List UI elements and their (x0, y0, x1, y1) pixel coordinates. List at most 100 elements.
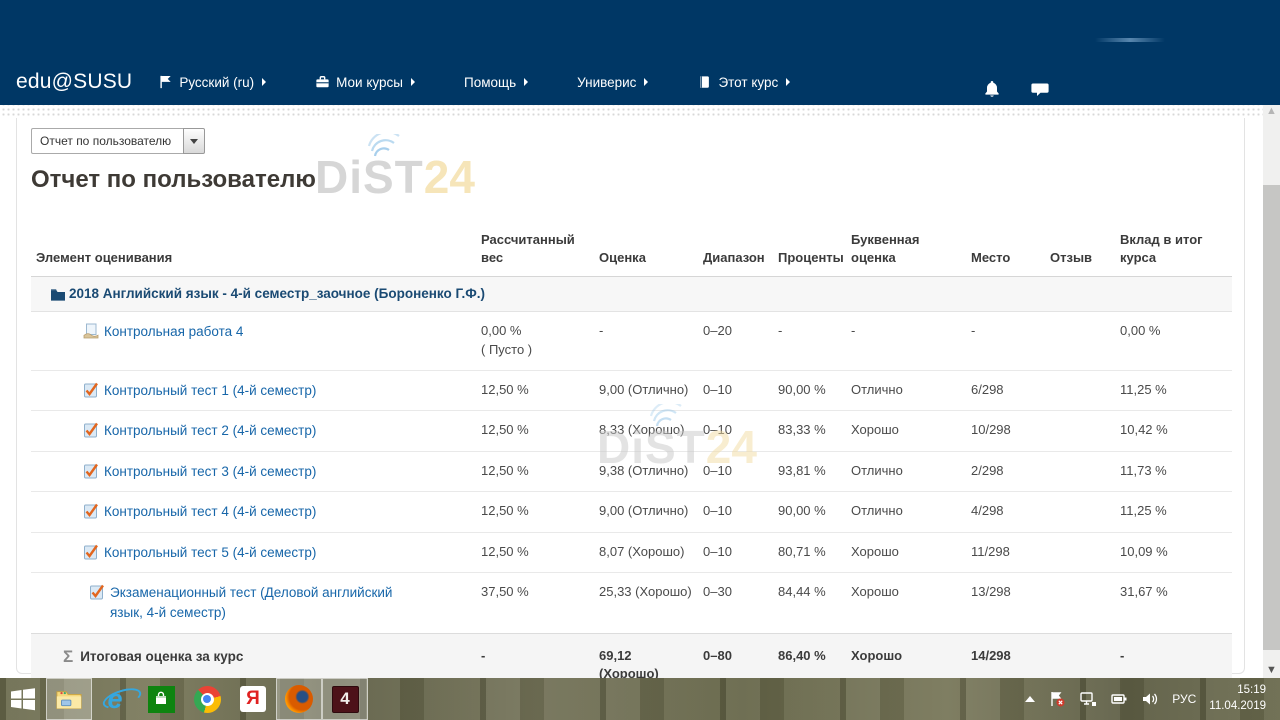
messages-icon[interactable] (1030, 79, 1050, 99)
table-row: Контрольный тест 5 (4-й семестр) 12,50 %… (31, 531, 1232, 573)
item-link[interactable]: Контрольный тест 2 (4-й семестр) (104, 423, 317, 439)
nav-my-courses[interactable]: Мои курсы (315, 69, 415, 96)
col-item: Элемент оценивания (31, 225, 481, 278)
wifi-arcs-icon (367, 134, 400, 157)
item-link[interactable]: Контрольная работа 4 (104, 323, 244, 339)
scroll-up-icon[interactable]: ▲ (1266, 105, 1277, 117)
nav-language[interactable]: Русский (ru) (158, 69, 267, 96)
quiz-icon (83, 463, 99, 479)
notifications-bell-icon[interactable] (982, 79, 1002, 99)
col-grade: Оценка (599, 225, 703, 278)
yandex-icon: Я (240, 686, 266, 712)
col-contribution: Вклад в итог курса (1120, 225, 1232, 278)
windows-taskbar: e Я 4 (0, 678, 1280, 720)
caret-icon (410, 78, 415, 86)
store-icon (147, 685, 175, 713)
category-link[interactable]: 2018 Английский язык - 4-й семестр_заочн… (69, 286, 485, 302)
nav-this-course[interactable]: Этот курс (697, 69, 791, 96)
item-link[interactable]: Контрольный тест 4 (4-й семестр) (104, 504, 317, 520)
item-link[interactable]: Контрольный тест 3 (4-й семестр) (104, 463, 317, 479)
caret-icon (262, 78, 267, 86)
yandex-browser-button[interactable]: Я (230, 678, 276, 720)
chrome-button[interactable] (184, 678, 230, 720)
tray-expand-icon[interactable] (1025, 696, 1036, 702)
feedback-cell (1050, 410, 1120, 452)
windows-logo-icon (9, 685, 37, 713)
quiz-icon (83, 422, 99, 438)
book-icon (697, 75, 712, 89)
file-explorer-button[interactable] (46, 678, 92, 720)
sigma-icon: Σ (63, 646, 74, 666)
scroll-down-icon[interactable]: ▼ (1266, 664, 1277, 676)
col-letter: Буквенная оценка (851, 225, 971, 278)
vertical-scrollbar[interactable]: ▲ ▼ (1263, 105, 1280, 678)
col-weight: Рассчитанный вес (481, 225, 599, 278)
feedback-cell (1050, 369, 1120, 411)
start-button[interactable] (0, 678, 46, 720)
feedback-cell (1050, 491, 1120, 533)
quiz-icon (83, 503, 99, 519)
quiz-icon (83, 544, 99, 560)
col-range: Диапазон (703, 225, 778, 278)
site-logo[interactable]: edu@SUSU (16, 70, 133, 93)
table-row: Контрольный тест 3 (4-й семестр) 12,50 %… (31, 450, 1232, 492)
grade-report-table: Элемент оценивания Рассчитанный вес Оцен… (31, 225, 1232, 707)
table-row: Контрольный тест 4 (4-й семестр) 12,50 %… (31, 491, 1232, 533)
col-rank: Место (971, 225, 1050, 278)
quiz-icon (83, 382, 99, 398)
nav-help[interactable]: Помощь (464, 69, 529, 96)
content-card: Отчет по пользователю Отчет по пользоват… (16, 118, 1245, 707)
firefox-icon (285, 685, 313, 713)
battery-icon[interactable] (1110, 690, 1128, 708)
chrome-icon (193, 685, 221, 713)
table-row: Контрольный тест 1 (4-й семестр) 12,50 %… (31, 369, 1232, 411)
briefcase-icon (315, 75, 330, 89)
network-icon[interactable] (1079, 690, 1097, 708)
internet-explorer-icon: e (107, 683, 123, 714)
tray-date: 11.04.2019 (1209, 700, 1266, 712)
speaker-icon[interactable] (1141, 690, 1159, 708)
folder-icon (50, 287, 66, 303)
caret-icon (786, 78, 791, 86)
fourgame-icon: 4 (331, 685, 359, 713)
feedback-cell (1050, 531, 1120, 573)
internet-explorer-button[interactable]: e (92, 678, 138, 720)
feedback-cell (1050, 572, 1120, 634)
report-select-value: Отчет по пользователю (31, 128, 183, 154)
dist24-watermark: DiST 24 (315, 134, 475, 204)
system-tray: РУС 15:19 11.04.2019 (1025, 678, 1280, 720)
nav-univeris[interactable]: Универис (577, 69, 649, 96)
col-feedback: Отзыв (1050, 225, 1120, 278)
table-row: Контрольный тест 2 (4-й семестр) 12,50 %… (31, 410, 1232, 452)
flag-icon (158, 75, 173, 89)
windows-store-button[interactable] (138, 678, 184, 720)
feedback-cell (1050, 310, 1120, 371)
page-texture-strip (0, 105, 1263, 118)
tray-time: 15:19 (1237, 684, 1266, 697)
caret-icon (524, 78, 529, 86)
scrollbar-thumb[interactable] (1263, 185, 1280, 650)
site-header: edu@SUSU Русский (ru) Мои курсы Помощь (0, 0, 1280, 105)
item-link[interactable]: Контрольный тест 1 (4-й семестр) (104, 382, 317, 398)
language-indicator[interactable]: РУС (1172, 692, 1197, 706)
folder-explorer-icon (55, 685, 83, 713)
chevron-down-icon[interactable] (183, 128, 205, 154)
main-nav: Русский (ru) Мои курсы Помощь Универис (158, 69, 839, 96)
col-percent: Проценты (778, 225, 851, 278)
fourgame-button[interactable]: 4 (322, 678, 368, 720)
table-row: Экзаменационный тест (Деловой английский… (31, 572, 1232, 634)
table-header-row: Элемент оценивания Рассчитанный вес Оцен… (31, 225, 1232, 278)
header-glint (1095, 38, 1165, 42)
clock[interactable]: 15:19 11.04.2019 (1209, 683, 1270, 714)
firefox-button[interactable] (276, 678, 322, 720)
item-link[interactable]: Экзаменационный тест (Деловой английский… (110, 585, 393, 620)
assignment-icon (83, 323, 99, 339)
table-row: Контрольная работа 4 0,00 %( Пусто ) - 0… (31, 310, 1232, 371)
page-title: Отчет по пользователю (31, 166, 316, 193)
report-type-select[interactable]: Отчет по пользователю (31, 128, 205, 154)
item-link[interactable]: Контрольный тест 5 (4-й семестр) (104, 544, 317, 560)
quiz-icon (89, 584, 105, 600)
caret-icon (644, 78, 649, 86)
action-center-flag-icon[interactable] (1048, 690, 1066, 708)
